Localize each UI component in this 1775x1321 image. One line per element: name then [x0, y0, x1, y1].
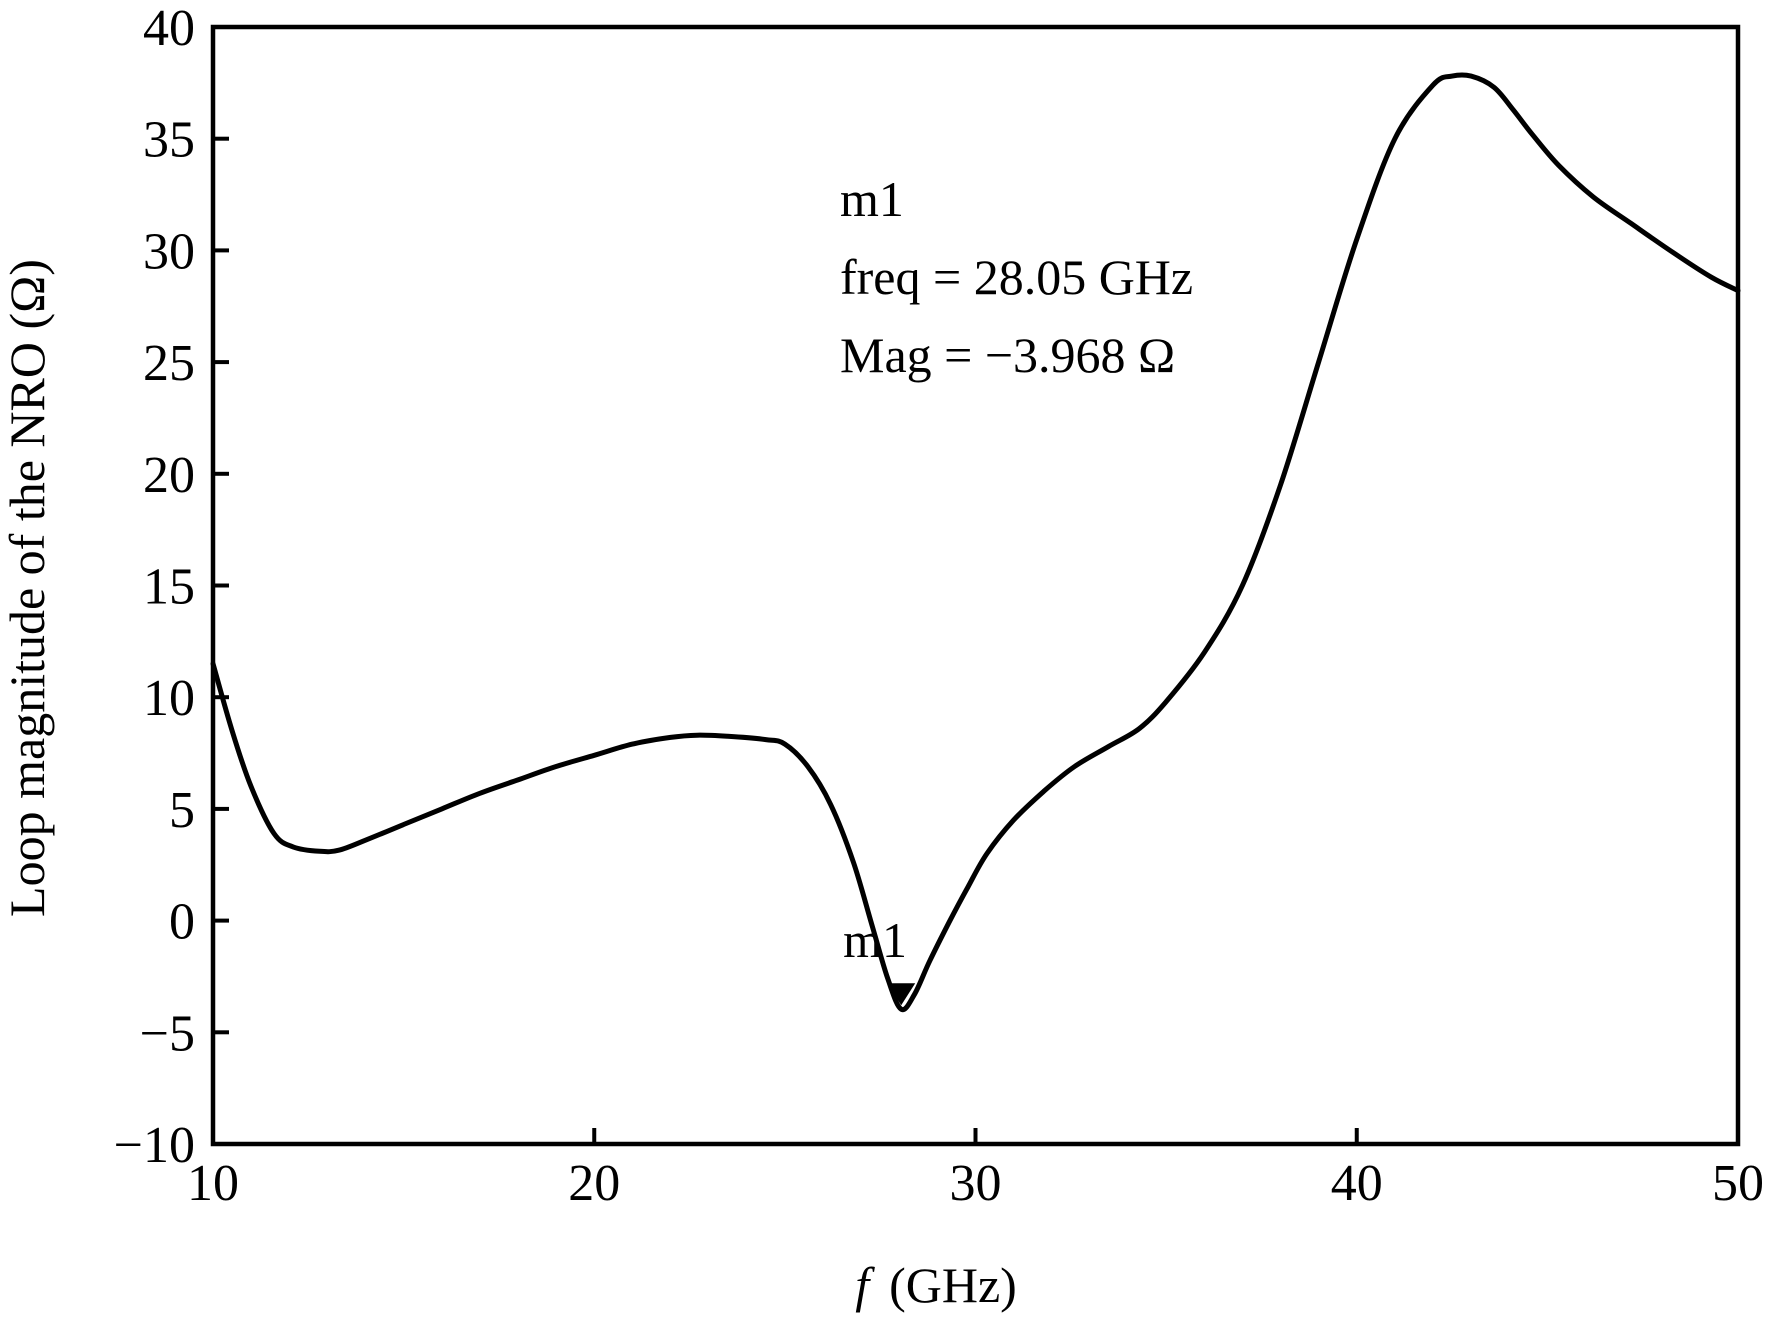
x-axis-symbol: f — [855, 1257, 875, 1313]
y-tick-label: 25 — [143, 335, 195, 392]
x-tick-label: 40 — [1331, 1155, 1383, 1212]
plot-frame — [210, 24, 1741, 1147]
y-tick-label: 15 — [143, 559, 195, 616]
marker-point-label: m1 — [843, 912, 907, 968]
curve-layer — [210, 72, 1741, 1013]
y-tick-label: 10 — [143, 670, 195, 727]
y-tick-label: 20 — [143, 447, 195, 504]
marker-readout-label: m1 — [840, 171, 904, 227]
y-tick-label: −5 — [140, 1005, 195, 1062]
x-tick-label: 10 — [187, 1155, 239, 1212]
x-tick-label: 30 — [950, 1155, 1002, 1212]
y-axis-title: Loop magnitude of the NRO (Ω) — [0, 259, 55, 917]
x-axis-title: f (GHz) — [855, 1257, 1017, 1313]
y-tick-label: 30 — [143, 223, 195, 280]
marker-triangle — [887, 983, 916, 1006]
marker-layer: m1 — [843, 912, 916, 1006]
y-tick-label: 5 — [169, 782, 195, 839]
y-tick-label: 35 — [143, 112, 195, 169]
marker-readout-magnitude: Mag = −3.968 Ω — [840, 327, 1175, 383]
y-tick-label: 0 — [169, 894, 195, 951]
y-tick-label: 40 — [143, 0, 195, 57]
series-line — [210, 72, 1741, 1013]
y-tick-label: −10 — [114, 1117, 195, 1174]
ticks-layer: 10 20 30 40 50 −10 −5 0 5 10 15 20 25 30 35 40 — [114, 0, 1764, 1212]
marker-readout-frequency: freq = 28.05 GHz — [840, 249, 1193, 305]
x-axis-unit: (GHz) — [889, 1257, 1017, 1313]
x-tick-label: 50 — [1712, 1155, 1764, 1212]
x-tick-label: 20 — [568, 1155, 620, 1212]
